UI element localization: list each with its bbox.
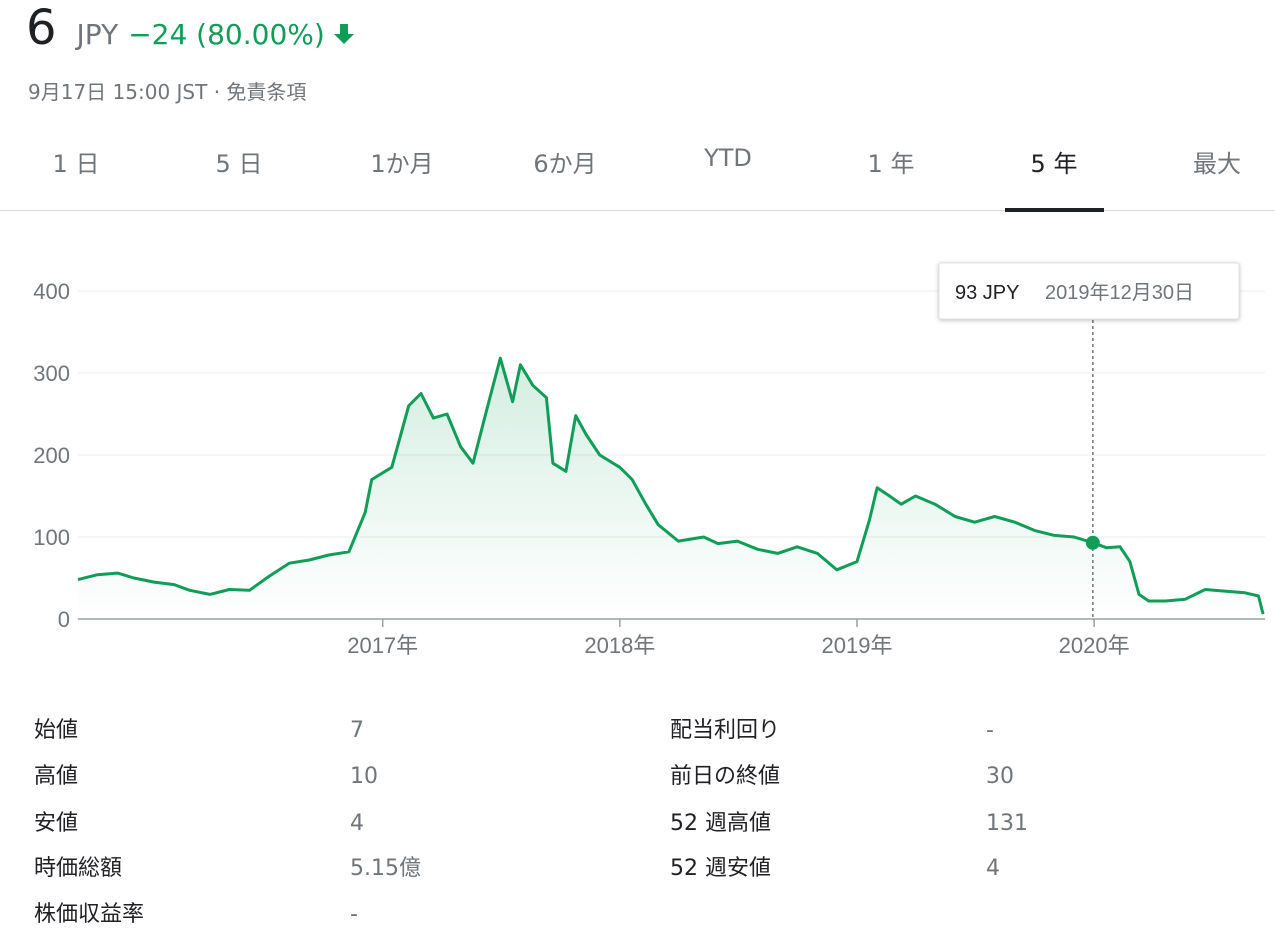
tab-5-day[interactable]: 5 日 [215, 150, 263, 178]
current-price: 6 [26, 0, 57, 56]
hover-point [1085, 535, 1100, 550]
tooltip-date: 2019年12月30日 [1045, 281, 1194, 304]
tab-1-month[interactable]: 1か月 [370, 150, 434, 178]
y-tick-label: 200 [33, 443, 70, 468]
stat-label-dividend-yield: 配当利回り [670, 718, 781, 743]
tab-max[interactable]: 最大 [1193, 150, 1241, 178]
stat-label-market-cap: 時価総額 [34, 856, 123, 881]
tab-6-month[interactable]: 6か月 [533, 150, 597, 178]
currency-label: JPY [76, 18, 119, 51]
stat-value-prev-close: 30 [986, 764, 1014, 789]
price-tooltip: 93 JPY 2019年12月30日 [938, 262, 1240, 320]
y-axis-labels: 0 100 200 300 400 [33, 279, 70, 632]
stat-label-52w-low: 52 週安値 [670, 856, 771, 881]
tab-5-year[interactable]: 5 年 [1030, 150, 1078, 178]
price-chart[interactable]: 0 100 200 300 400 2017年 2018年 2019年 2020年 93 JP… [0, 240, 1275, 670]
stat-value-market-cap: 5.15億 [350, 856, 421, 881]
disclaimer-link[interactable]: 免責条項 [226, 80, 307, 104]
tooltip-background [938, 262, 1240, 320]
stat-value-52w-high: 131 [986, 811, 1028, 836]
stat-label-open: 始値 [34, 718, 79, 743]
stat-label-pe-ratio: 株価収益率 [34, 902, 145, 927]
price-change: −24 (80.00%) [128, 18, 325, 51]
price-area [78, 358, 1264, 619]
quote-timestamp: 9月17日 15:00 JST [28, 80, 208, 104]
range-tabs: 1 日 5 日 1か月 6か月 YTD 1 年 5 年 最大 [0, 130, 1275, 212]
stat-value-low: 4 [350, 811, 364, 836]
y-tick-label: 300 [33, 361, 70, 386]
active-tab-indicator [1005, 208, 1104, 212]
stat-value-high: 10 [350, 764, 378, 789]
tooltip-price: 93 JPY [955, 282, 1019, 304]
stat-label-high: 高値 [34, 764, 79, 789]
quote-header: 6 JPY −24 (80.00%) [26, 0, 355, 60]
tab-1-year[interactable]: 1 年 [867, 150, 915, 178]
stat-label-52w-high: 52 週高値 [670, 811, 771, 836]
stat-label-low: 安値 [34, 811, 79, 836]
stat-value-pe-ratio: - [350, 902, 358, 927]
x-tick-label: 2019年 [822, 633, 893, 658]
stat-value-open: 7 [350, 718, 364, 743]
y-tick-label: 0 [58, 607, 70, 632]
tab-1-day[interactable]: 1 日 [52, 150, 100, 178]
y-tick-label: 400 [33, 279, 70, 304]
x-tick-label: 2018年 [584, 633, 655, 658]
y-tick-label: 100 [33, 525, 70, 550]
stat-label-prev-close: 前日の終値 [670, 764, 781, 789]
meta-separator: · [213, 80, 221, 104]
stat-value-dividend-yield: - [986, 718, 994, 743]
quote-meta: 9月17日 15:00 JST · 免責条項 [28, 76, 306, 105]
x-tick-label: 2020年 [1059, 633, 1130, 658]
x-axis-labels: 2017年 2018年 2019年 2020年 [347, 619, 1130, 658]
x-tick-label: 2017年 [347, 633, 418, 658]
arrow-down-icon [333, 22, 355, 50]
tab-ytd[interactable]: YTD [704, 144, 752, 172]
stat-value-52w-low: 4 [986, 856, 1000, 881]
